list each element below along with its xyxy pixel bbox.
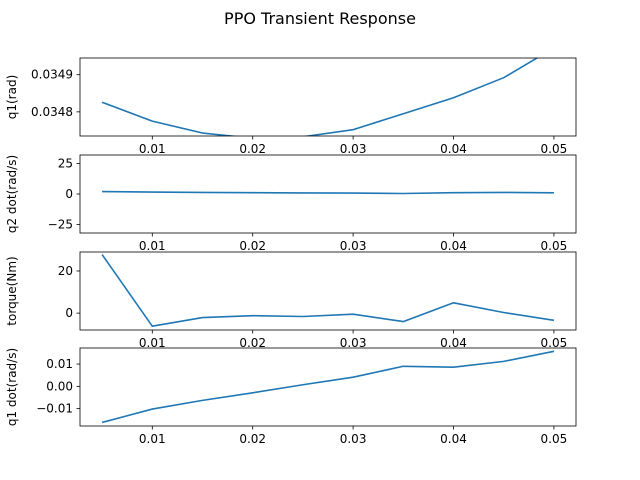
x-tick-label: 0.01 (139, 432, 166, 446)
series-line (102, 190, 554, 195)
x-tick-label: 0.03 (340, 142, 367, 156)
y-axis-label: q1 dot(rad/s) (5, 348, 19, 426)
x-tick-label: 0.05 (541, 432, 568, 446)
subplot-1: 0.01 0.02 0.03 0.04 0.05 0.0348 0.0349 q1(rad) (5, 57, 577, 156)
x-tick-label: 0.03 (340, 239, 367, 253)
series-line (101, 350, 555, 424)
axes-frame (79, 251, 577, 331)
subplot-3: 0.01 0.02 0.03 0.04 0.05 0 20 torque(Nm) (5, 251, 577, 350)
y-tick-label: 25 (58, 157, 73, 171)
x-tick-label: 0.02 (239, 239, 266, 253)
subplots: 0.01 0.02 0.03 0.04 0.050.03480.0349q1(rad)0… (5, 57, 577, 446)
x-tick-label: 0.05 (541, 142, 568, 156)
x-tick-label: 0.02 (239, 336, 266, 350)
x-tick-label: 0.02 (239, 142, 266, 156)
x-tick-label: 0.04 (440, 239, 467, 253)
y-tick-label: −0.01 (36, 402, 73, 416)
axes-frame (79, 57, 577, 137)
x-tick-label: 0.05 (541, 239, 568, 253)
subplot-2: 0.01 0.02 0.03 0.04 0.05 −25 0 25 q2 dot(rad/s) (5, 154, 577, 253)
y-tick-label: 0.0349 (31, 68, 73, 82)
x-tick-label: 0.02 (239, 432, 266, 446)
axes-frame (79, 154, 577, 234)
y-tick-label: 0.00 (46, 379, 73, 393)
y-axis-label: q2 dot(rad/s) (5, 155, 19, 233)
x-tick-label: 0.01 (139, 239, 166, 253)
x-tick-label: 0.01 (139, 336, 166, 350)
series-line (101, 254, 555, 328)
subplot-4: 0.01 0.02 0.03 0.04 0.05 −0.01 0.00 0.01 q1 dot(… (5, 347, 577, 446)
x-tick-label: 0.04 (440, 432, 467, 446)
x-tick-label: 0.05 (541, 336, 568, 350)
y-tick-label: 0.01 (46, 357, 73, 371)
x-tick-label: 0.04 (440, 336, 467, 350)
y-axis-label: q1(rad) (5, 75, 19, 120)
x-tick-label: 0.04 (440, 142, 467, 156)
y-tick-label: 0.0348 (31, 105, 73, 119)
axes-frame (79, 347, 577, 427)
y-tick-label: 0 (65, 187, 73, 201)
x-tick-label: 0.01 (139, 142, 166, 156)
figure-title: PPO Transient Response (224, 9, 416, 28)
x-tick-label: 0.03 (340, 432, 367, 446)
x-tick-label: 0.03 (340, 336, 367, 350)
series-line (101, 58, 539, 136)
y-tick-label: −25 (48, 217, 73, 231)
y-tick-label: 0 (65, 306, 73, 320)
y-tick-label: 20 (58, 264, 73, 278)
y-axis-label: torque(Nm) (5, 256, 19, 325)
